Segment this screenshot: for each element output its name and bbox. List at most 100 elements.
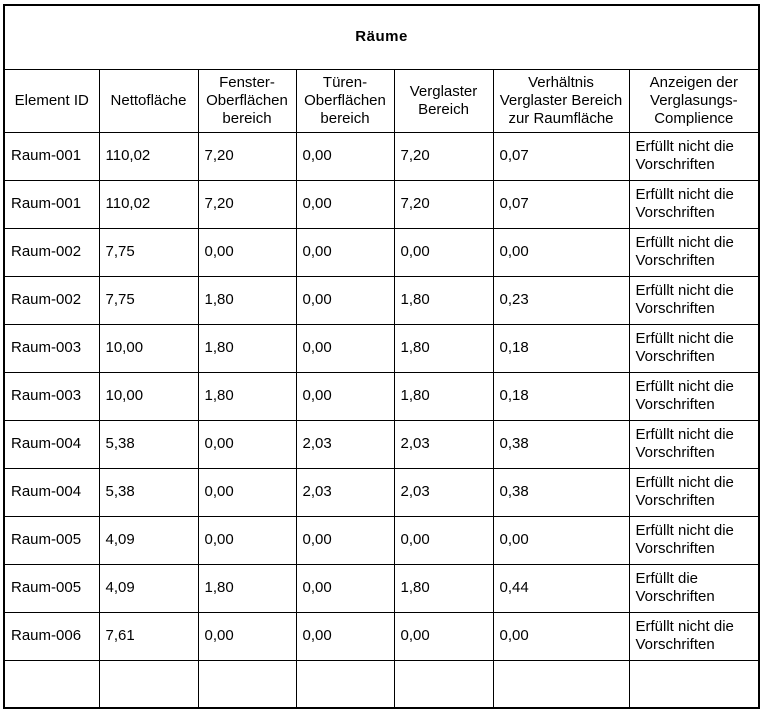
table-row: Raum-006 7,61 0,00 0,00 0,00 0,00 Erfüllt nich…: [3, 611, 760, 661]
table-row: Raum-002 7,75 1,80 0,00 1,80 0,23 Erfüllt nich…: [3, 275, 760, 325]
table-cell: Raum-005: [3, 563, 100, 613]
table-row: Raum-003 10,00 1,80 0,00 1,80 0,18 Erfüllt nic…: [3, 323, 760, 373]
table-cell: 0,00: [295, 275, 395, 325]
table-cell: [295, 659, 395, 709]
table-cell: Erfüllt nicht die Vorschriften: [628, 179, 760, 229]
table-cell: 110,02: [98, 179, 199, 229]
table-cell: 0,00: [492, 611, 630, 661]
column-header-verglaster-bereich: Verglaster Bereich: [393, 68, 494, 133]
column-header-tueren-oberflaechen-bereich: Türen-Oberflächen bereich: [295, 68, 395, 133]
table-cell: 7,20: [393, 131, 494, 181]
table-cell: 7,20: [197, 179, 297, 229]
table-cell: Raum-003: [3, 371, 100, 421]
table-cell: 0,18: [492, 323, 630, 373]
table-cell: Erfüllt nicht die Vorschriften: [628, 131, 760, 181]
table-cell: 2,03: [295, 467, 395, 517]
table-cell: 1,80: [197, 323, 297, 373]
table-title-row: Räume: [3, 4, 760, 70]
table-row-partial: [3, 659, 760, 709]
table-cell: 5,38: [98, 419, 199, 469]
table-cell: [197, 659, 297, 709]
raeume-table: Räume Element ID Nettofläche Fenster-Obe…: [3, 4, 761, 709]
table-cell: 5,38: [98, 467, 199, 517]
table-cell: Raum-006: [3, 611, 100, 661]
table-cell: 0,07: [492, 179, 630, 229]
table-cell: Raum-003: [3, 323, 100, 373]
table-cell: Erfüllt nicht die Vorschriften: [628, 419, 760, 469]
table-cell: Raum-001: [3, 131, 100, 181]
table-row: Raum-005 4,09 0,00 0,00 0,00 0,00 Erfüllt nich…: [3, 515, 760, 565]
table-title: Räume: [3, 4, 760, 70]
table-cell: 0,44: [492, 563, 630, 613]
table-cell: 0,00: [197, 419, 297, 469]
table-cell: 7,75: [98, 275, 199, 325]
table-row: Raum-001 110,02 7,20 0,00 7,20 0,07 Erfüllt ni…: [3, 131, 760, 181]
raeume-schedule: Räume Element ID Nettofläche Fenster-Obe…: [3, 4, 761, 709]
column-header-verhaeltnis-verglaster-bereich: Verhältnis Verglaster Bereich zur Raumfl…: [492, 68, 630, 133]
table-cell: 0,00: [197, 467, 297, 517]
table-cell: 1,80: [393, 275, 494, 325]
table-cell: Erfüllt nicht die Vorschriften: [628, 515, 760, 565]
table-cell: 0,00: [492, 227, 630, 277]
table-header-row: Element ID Nettofläche Fenster-Oberfläch…: [3, 68, 760, 133]
table-cell: 0,38: [492, 419, 630, 469]
table-row: Raum-004 5,38 0,00 2,03 2,03 0,38 Erfüllt nich…: [3, 467, 760, 517]
table-cell: Raum-001: [3, 179, 100, 229]
table-cell: 7,20: [197, 131, 297, 181]
table-cell: Raum-004: [3, 419, 100, 469]
table-row: Raum-001 110,02 7,20 0,00 7,20 0,07 Erfüllt ni…: [3, 179, 760, 229]
table-cell: 0,00: [492, 515, 630, 565]
table-cell: 1,80: [197, 275, 297, 325]
table-cell: 0,00: [197, 227, 297, 277]
table-cell: 0,00: [393, 611, 494, 661]
table-cell: 2,03: [295, 419, 395, 469]
table-row: Raum-004 5,38 0,00 2,03 2,03 0,38 Erfüllt nich…: [3, 419, 760, 469]
table-cell: 7,75: [98, 227, 199, 277]
table-cell: [628, 659, 760, 709]
table-cell: Erfüllt die Vorschriften: [628, 563, 760, 613]
table-cell: 1,80: [393, 371, 494, 421]
table-cell: 0,07: [492, 131, 630, 181]
table-cell: 4,09: [98, 515, 199, 565]
table-cell: Raum-004: [3, 467, 100, 517]
table-cell: 1,80: [197, 563, 297, 613]
table-cell: Erfüllt nicht die Vorschriften: [628, 275, 760, 325]
table-body: Raum-001 110,02 7,20 0,00 7,20 0,07 Erfüllt ni…: [3, 131, 760, 709]
table-cell: 2,03: [393, 419, 494, 469]
table-cell: 10,00: [98, 323, 199, 373]
column-header-fenster-oberflaechen-bereich: Fenster-Oberflächen bereich: [197, 68, 297, 133]
table-cell: Raum-002: [3, 275, 100, 325]
table-cell: Raum-002: [3, 227, 100, 277]
table-cell: Erfüllt nicht die Vorschriften: [628, 467, 760, 517]
table-row: Raum-005 4,09 1,80 0,00 1,80 0,44 Erfüllt die …: [3, 563, 760, 613]
table-cell: 1,80: [393, 563, 494, 613]
table-cell: Erfüllt nicht die Vorschriften: [628, 611, 760, 661]
table-cell: 10,00: [98, 371, 199, 421]
table-cell: [393, 659, 494, 709]
table-cell: Erfüllt nicht die Vorschriften: [628, 227, 760, 277]
table-cell: 1,80: [197, 371, 297, 421]
table-cell: [98, 659, 199, 709]
table-cell: 110,02: [98, 131, 199, 181]
table-cell: Erfüllt nicht die Vorschriften: [628, 371, 760, 421]
table-cell: 0,00: [295, 611, 395, 661]
table-cell: 0,00: [197, 611, 297, 661]
table-cell: 0,00: [197, 515, 297, 565]
table-cell: 0,00: [295, 323, 395, 373]
table-row: Raum-002 7,75 0,00 0,00 0,00 0,00 Erfüllt nich…: [3, 227, 760, 277]
table-cell: 0,38: [492, 467, 630, 517]
table-cell: 0,00: [295, 179, 395, 229]
table-cell: Erfüllt nicht die Vorschriften: [628, 323, 760, 373]
table-cell: 4,09: [98, 563, 199, 613]
column-header-element-id: Element ID: [3, 68, 100, 133]
table-cell: 0,00: [393, 227, 494, 277]
table-cell: 0,00: [295, 371, 395, 421]
table-cell: 0,00: [295, 131, 395, 181]
table-cell: 0,00: [393, 515, 494, 565]
table-cell: 0,18: [492, 371, 630, 421]
table-cell: 2,03: [393, 467, 494, 517]
table-row: Raum-003 10,00 1,80 0,00 1,80 0,18 Erfüllt nic…: [3, 371, 760, 421]
table-cell: 1,80: [393, 323, 494, 373]
table-cell: 0,23: [492, 275, 630, 325]
table-cell: 0,00: [295, 563, 395, 613]
